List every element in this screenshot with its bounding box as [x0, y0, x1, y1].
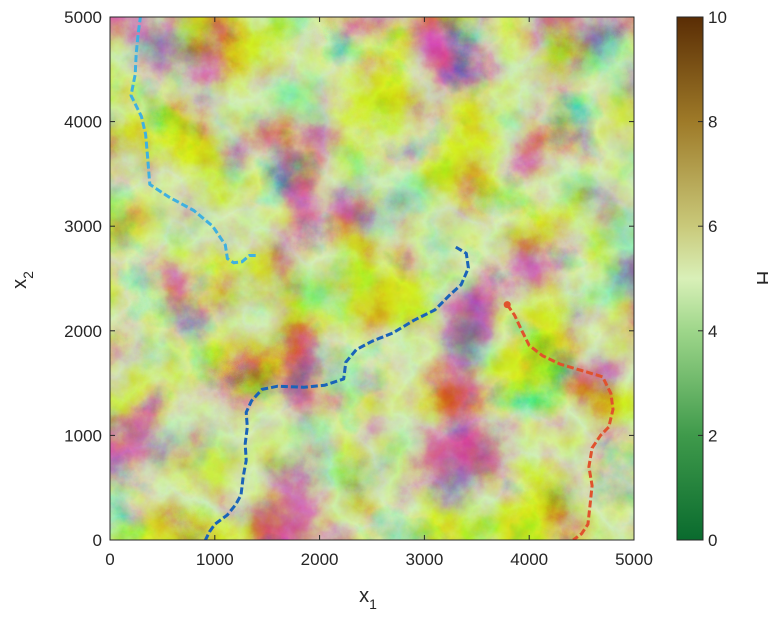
- path-start-point: [503, 301, 511, 309]
- heatmap-terrain: [110, 17, 634, 540]
- colorbar-ticks: 0 2 4 6 8 10: [698, 8, 727, 550]
- colorbar-tick-label: 0: [708, 531, 717, 550]
- y-axis-label: x2: [9, 271, 36, 289]
- colorbar-tick-label: 10: [708, 8, 727, 27]
- x-tick-label: 0: [105, 550, 114, 569]
- x-tick-label: 2000: [301, 550, 339, 569]
- x-tick-label: 4000: [510, 550, 548, 569]
- x-axis-label: x1: [359, 585, 377, 612]
- y-tick-label: 2000: [64, 322, 102, 341]
- x-tick-label: 1000: [196, 550, 234, 569]
- colorbar-tick-label: 4: [708, 322, 717, 341]
- x-tick-label: 5000: [615, 550, 653, 569]
- y-tick-label: 5000: [64, 8, 102, 27]
- colorbar: 0 2 4 6 8 10 H: [676, 8, 768, 550]
- flow-path-3: [505, 303, 615, 540]
- y-tick-label: 4000: [64, 113, 102, 132]
- colorbar-label: H: [752, 271, 768, 285]
- colorbar-tick-label: 8: [708, 113, 717, 132]
- y-axis: 0 1000 2000 3000 4000 5000: [64, 8, 634, 550]
- y-tick-label: 0: [93, 531, 102, 550]
- flow-path-1: [129, 17, 256, 265]
- flow-path-2: [204, 245, 470, 540]
- flow-paths: [129, 17, 615, 540]
- y-tick-label: 3000: [64, 217, 102, 236]
- colorbar-gradient: [676, 16, 704, 541]
- y-tick-label: 1000: [64, 426, 102, 445]
- colorbar-tick-label: 2: [708, 426, 717, 445]
- plot-frame: [109, 16, 635, 541]
- plot-area: [109, 16, 635, 541]
- x-axis: 0 1000 2000 3000 4000 5000: [105, 17, 653, 569]
- x-tick-label: 3000: [405, 550, 443, 569]
- colorbar-tick-label: 6: [708, 217, 717, 236]
